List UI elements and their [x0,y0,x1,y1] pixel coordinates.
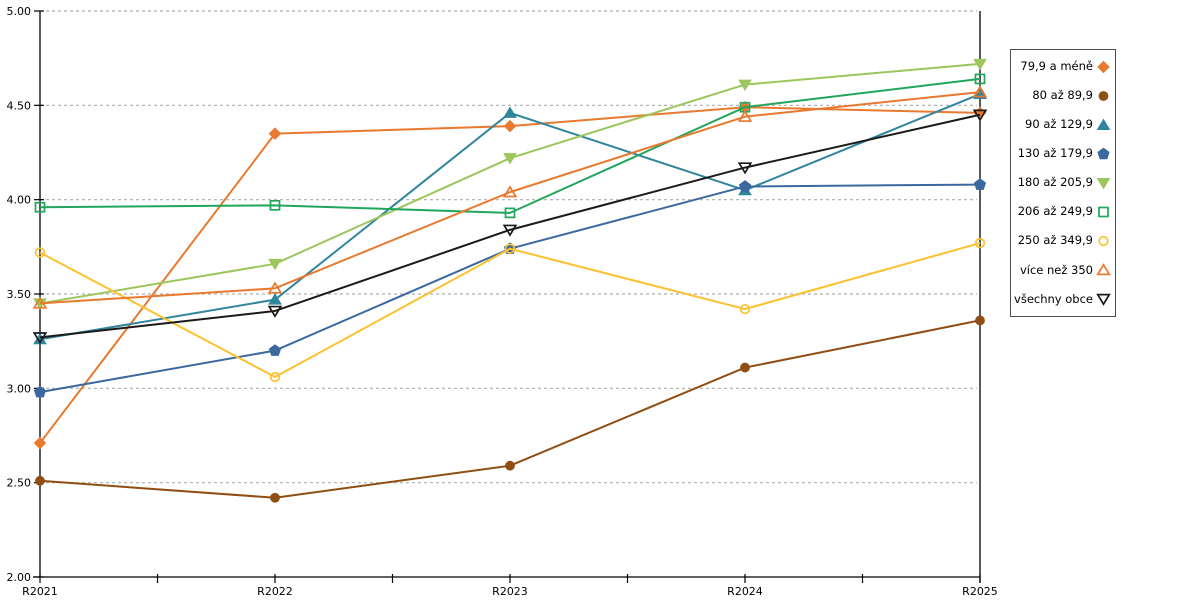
series-marker [503,106,517,118]
series-marker [740,362,750,373]
legend-label: všechny obce [1014,291,1093,306]
series-marker [974,73,986,85]
series-marker [267,281,283,294]
series-marker [269,371,281,383]
x-axis-label: R2022 [257,585,293,598]
legend-item: 180 až 205,9 [1013,176,1111,190]
series-marker [34,201,46,213]
series-marker [268,344,282,356]
series-marker [972,109,988,122]
triangle-down-marker-icon [1096,177,1111,190]
series-marker [505,460,515,471]
triangle-down-marker-icon [1096,294,1111,307]
legend-item: 206 až 249,9 [1013,205,1111,219]
series-marker [503,119,517,133]
legend-label: 130 až 179,9 [1017,146,1093,161]
series-marker [503,153,517,165]
series-marker [504,207,516,219]
x-axis-label: R2023 [492,585,528,598]
legend-label: 180 až 205,9 [1017,175,1093,190]
y-axis-label: 5.00 [7,5,32,18]
series-line [39,91,981,305]
series-marker [268,127,282,140]
square-marker-icon-shape [1098,206,1109,218]
legend-item: 250 až 349,9 [1013,234,1111,248]
legend-item: 80 až 89,9 [1013,89,1111,103]
series-line [39,319,981,499]
y-axis-label: 3.50 [7,288,32,301]
series-marker [34,247,46,258]
series-marker [269,199,281,211]
y-axis-label: 4.50 [7,99,32,112]
circle-marker-icon [1098,90,1109,101]
series-marker [32,332,48,345]
series-marker [270,492,280,503]
legend-label: 250 až 349,9 [1017,233,1093,248]
legend-item: 130 až 179,9 [1013,147,1111,161]
circle-marker-icon [1098,236,1109,247]
y-axis-label: 4.00 [7,194,32,207]
legend-label: 90 až 129,9 [1025,117,1093,132]
pentagon-marker-icon-shape [1097,147,1110,160]
legend-item: 79,9 a méně [1013,60,1111,74]
series-marker [33,385,47,398]
y-axis-label: 2.50 [7,477,32,490]
x-axis-label: R2025 [962,585,998,598]
triangle-down-marker-icon-shape [1096,177,1111,190]
legend-item: všechny obce [1013,291,1111,307]
series-marker [502,185,518,198]
triangle-up-marker-icon-shape [1096,118,1111,130]
series-marker [738,79,752,91]
pentagon-marker-icon [1097,147,1110,160]
x-axis-label: R2024 [727,585,763,598]
series-marker [973,178,987,190]
series-marker [974,237,986,249]
legend: 79,9 a méně 80 až 89,9 90 až 129,9 130 až 1… [1010,49,1116,317]
series-line [39,77,981,214]
series-marker [267,305,283,318]
series-line [39,183,981,394]
triangle-down-marker-icon-shape [1096,294,1111,307]
series-marker [504,243,516,254]
series-marker [268,293,282,305]
triangle-up-marker-icon [1096,118,1111,130]
legend-label: více než 350 [1019,262,1093,277]
series-marker [32,296,48,309]
series-line [39,62,981,305]
diamond-marker-icon-shape [1097,60,1110,73]
series-marker [737,109,753,122]
square-marker-icon [1098,206,1109,218]
legend-item: 90 až 129,9 [1013,118,1111,132]
diamond-marker-icon [1097,60,1110,73]
legend-label: 80 až 89,9 [1032,87,1093,102]
triangle-up-marker-icon [1096,263,1111,276]
y-axis-label: 3.00 [7,382,32,395]
series-line [39,242,981,379]
series-line [39,113,981,339]
series-marker [268,258,282,271]
y-axis-label: 2.00 [7,571,32,584]
x-axis-label: R2021 [22,585,58,598]
circle-marker-icon-shape [1098,90,1109,101]
series-marker [975,315,985,326]
series-marker [33,436,47,450]
series-marker [737,162,753,175]
legend-item: více než 350 [1013,263,1111,277]
series-marker [972,85,988,98]
series-marker [973,58,987,71]
circle-marker-icon-shape [1098,236,1109,247]
series-marker [35,475,45,486]
series-marker [502,224,518,237]
series-marker [739,303,751,315]
triangle-up-marker-icon-shape [1096,263,1111,276]
legend-label: 79,9 a méně [1020,58,1093,73]
legend-label: 206 až 249,9 [1017,204,1093,219]
series-marker [738,180,752,192]
